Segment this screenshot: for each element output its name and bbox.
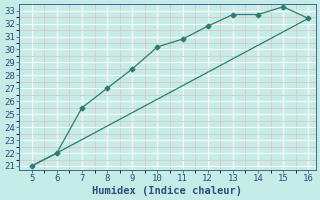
X-axis label: Humidex (Indice chaleur): Humidex (Indice chaleur) <box>92 186 243 196</box>
